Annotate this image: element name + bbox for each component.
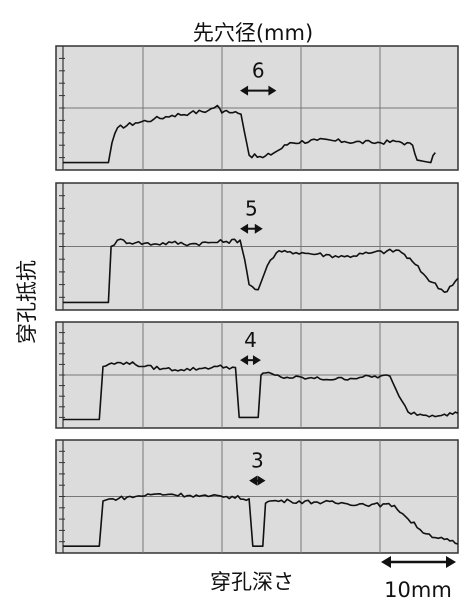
panel-6: 6 bbox=[55, 45, 459, 171]
resistance-trace bbox=[63, 492, 459, 547]
scale-bar-label: 10mm bbox=[384, 578, 452, 602]
hole-size-label: 4 bbox=[244, 328, 257, 352]
hole-arrow-right-head bbox=[254, 223, 263, 234]
hole-arrow-left-head bbox=[240, 85, 249, 96]
hole-size-label: 5 bbox=[245, 197, 258, 221]
hole-arrow-right-head bbox=[252, 355, 261, 366]
panels: 6 5 4 3 bbox=[55, 45, 459, 554]
hole-arrow-right-head bbox=[257, 475, 266, 486]
hole-size-label: 3 bbox=[251, 449, 264, 473]
resistance-trace bbox=[63, 238, 459, 304]
resistance-trace bbox=[63, 361, 459, 421]
hole-arrow-left-head bbox=[240, 223, 249, 234]
panel-4: 4 bbox=[55, 321, 459, 429]
hole-arrow-right-head bbox=[268, 85, 277, 96]
hole-arrow-left-head bbox=[249, 475, 258, 486]
y-axis-label: 穿孔抵抗 bbox=[15, 260, 39, 344]
panel-3: 3 bbox=[55, 439, 459, 554]
x-axis-label: 穿孔深さ bbox=[210, 570, 294, 594]
hole-size-label: 6 bbox=[252, 59, 265, 83]
hole-arrow-left-head bbox=[240, 355, 249, 366]
scale-bar-right-arrowhead bbox=[446, 556, 456, 568]
panel-5: 5 bbox=[55, 182, 459, 311]
scale-bar: 10mm bbox=[381, 556, 456, 602]
scale-bar-left-arrowhead bbox=[381, 556, 391, 568]
chart-title: 先穴径(mm) bbox=[193, 21, 313, 45]
resistance-trace bbox=[63, 104, 436, 164]
